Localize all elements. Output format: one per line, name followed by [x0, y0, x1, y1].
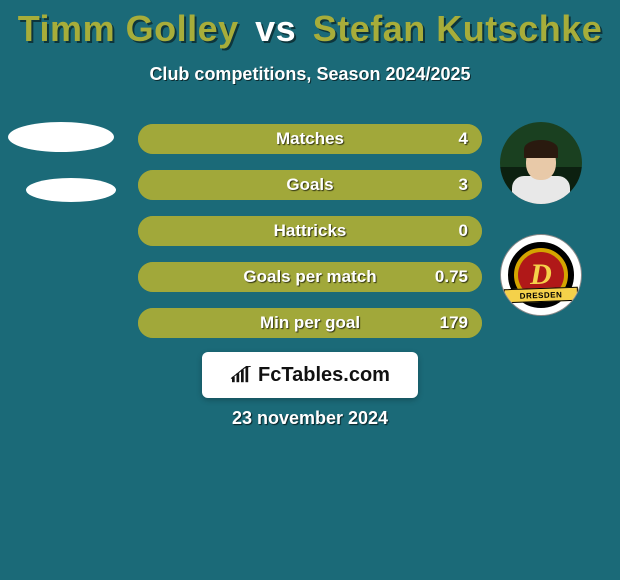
subtitle: Club competitions, Season 2024/2025	[0, 64, 620, 85]
date-label: 23 november 2024	[0, 408, 620, 429]
page-title: Timm Golley vs Stefan Kutschke	[0, 0, 620, 50]
vs-label: vs	[255, 8, 296, 49]
bar-value: 4	[459, 124, 468, 154]
crest-banner: DRESDEN	[504, 287, 578, 304]
bar-label: Min per goal	[138, 308, 482, 338]
bar-label: Goals	[138, 170, 482, 200]
bar-value: 179	[440, 308, 468, 338]
stat-row: Goals per match0.75	[138, 262, 482, 292]
bar-value: 3	[459, 170, 468, 200]
stat-row: Goals3	[138, 170, 482, 200]
bar-label: Matches	[138, 124, 482, 154]
bar-label: Hattricks	[138, 216, 482, 246]
bar-label: Goals per match	[138, 262, 482, 292]
player2-club-crest: D DRESDEN	[500, 234, 582, 316]
stat-bars: Matches4Goals3Hattricks0Goals per match0…	[138, 124, 482, 354]
player2-avatar	[500, 122, 582, 204]
comparison-card: Timm Golley vs Stefan Kutschke Club comp…	[0, 0, 620, 580]
player1-club-placeholder	[26, 178, 116, 202]
player2-name: Stefan Kutschke	[313, 8, 603, 49]
brand-text: FcTables.com	[258, 364, 390, 387]
player1-name: Timm Golley	[18, 8, 239, 49]
bar-value: 0	[459, 216, 468, 246]
stat-row: Hattricks0	[138, 216, 482, 246]
bar-value: 0.75	[435, 262, 468, 292]
brand-chart-icon	[230, 366, 252, 384]
brand-box[interactable]: FcTables.com	[202, 352, 418, 398]
stat-row: Matches4	[138, 124, 482, 154]
stat-row: Min per goal179	[138, 308, 482, 338]
player1-avatar-placeholder	[8, 122, 114, 152]
